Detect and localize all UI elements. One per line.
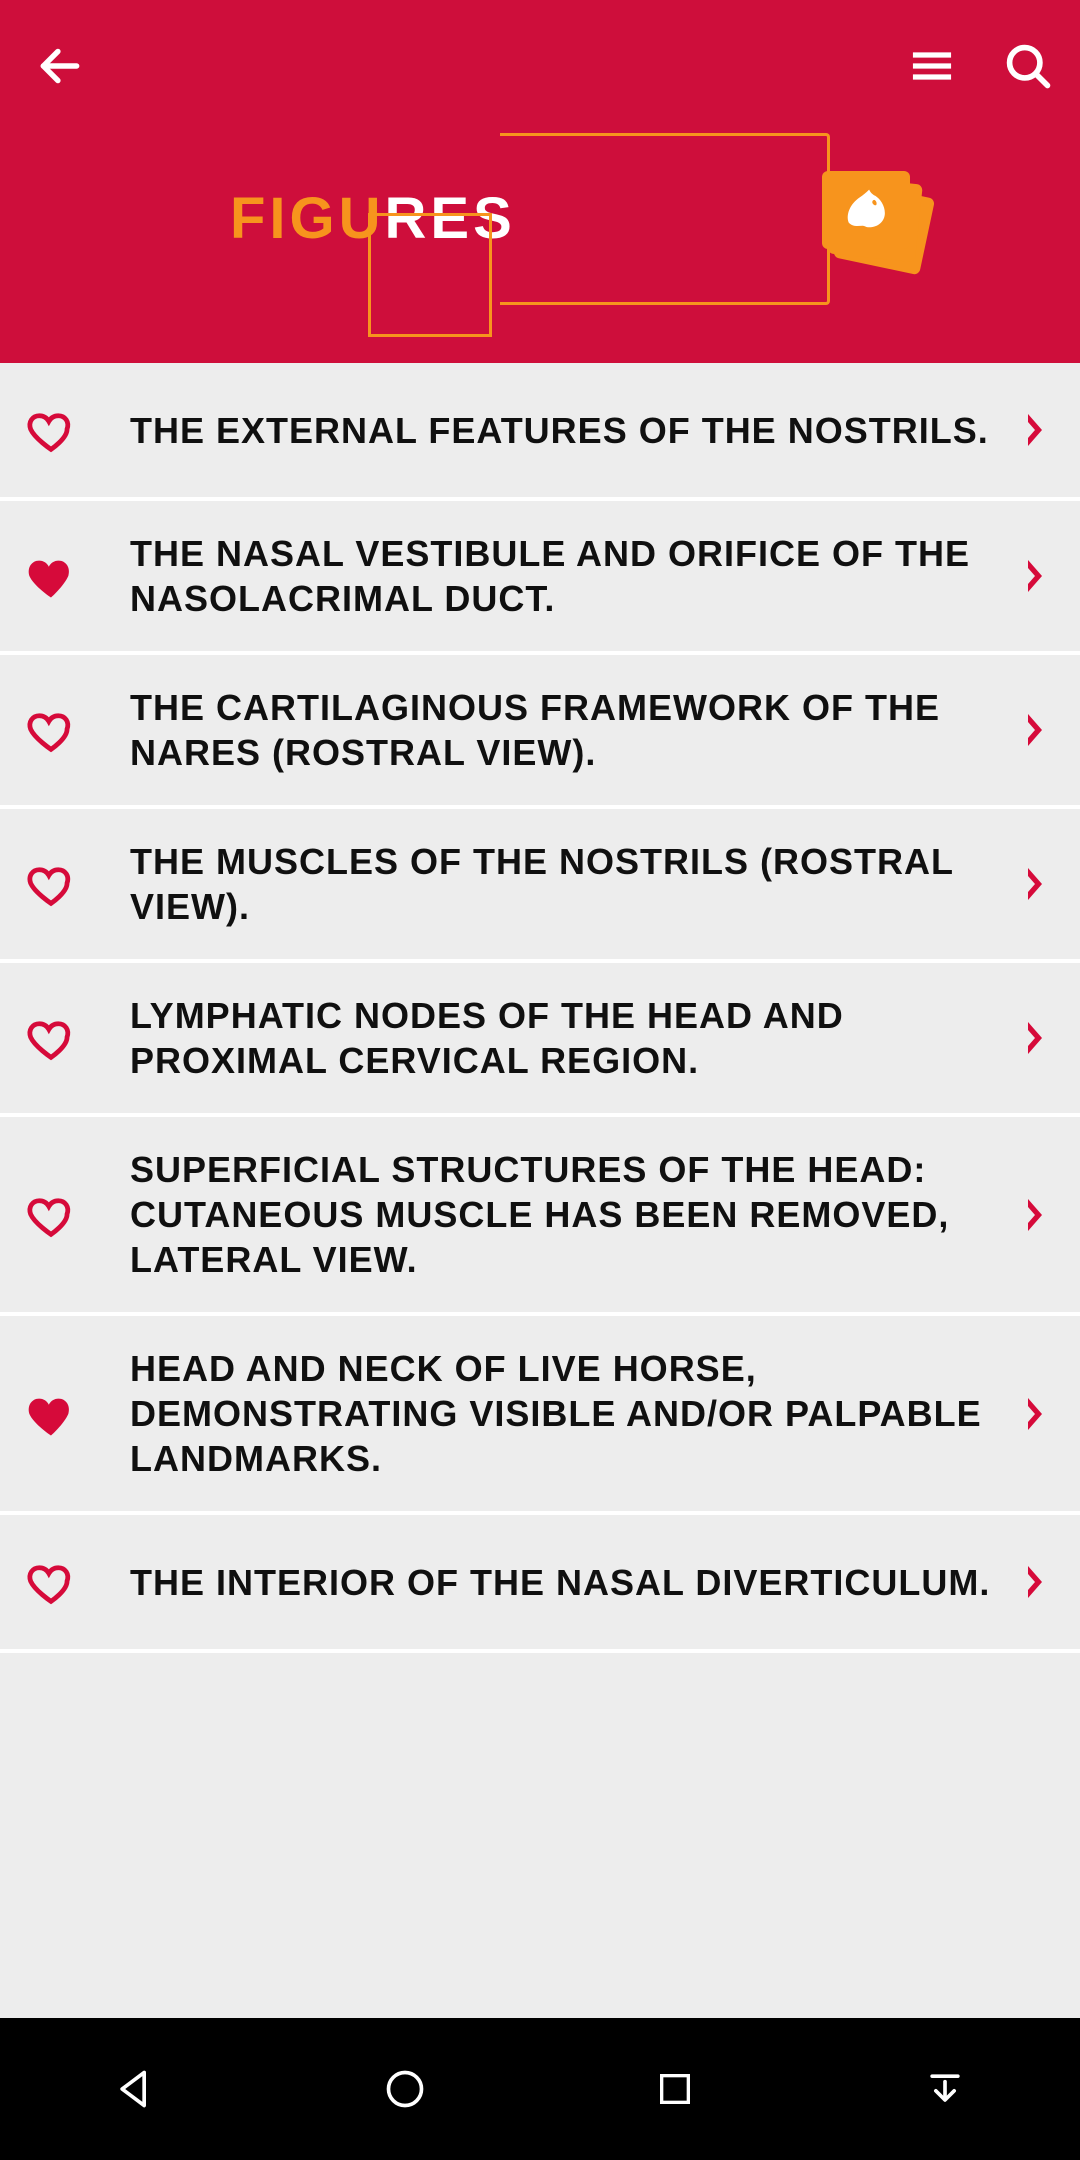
heart-filled-icon: [22, 1390, 80, 1442]
list-item-title-wrap: The interior of the nasal diverticulum.: [130, 1560, 1016, 1605]
list-item-open[interactable]: [1016, 1562, 1056, 1602]
list-item[interactable]: Superficial structures of the head: cuta…: [0, 1117, 1080, 1316]
logo-text-part1: FIGU: [230, 186, 385, 251]
list-item-open[interactable]: [1016, 1018, 1056, 1058]
nav-recent-icon: [655, 2069, 695, 2109]
nav-home-icon: [383, 2067, 427, 2111]
list-item-title: The external features of the nostrils.: [130, 408, 996, 453]
favorite-toggle[interactable]: [22, 1187, 130, 1243]
favorite-toggle[interactable]: [22, 702, 130, 758]
content-area: FIGURES: [0, 0, 1080, 2018]
heart-outline-icon: [22, 860, 80, 912]
chevron-right-icon: [1023, 556, 1049, 596]
favorite-toggle[interactable]: [22, 1010, 130, 1066]
list-item-open[interactable]: [1016, 864, 1056, 904]
search-button[interactable]: [998, 36, 1058, 96]
logo-frame-inner: [368, 213, 492, 337]
figure-list[interactable]: The external features of the nostrils. T…: [0, 363, 1080, 1653]
list-item-title: Superficial structures of the head: cuta…: [130, 1147, 996, 1282]
list-item-title-wrap: The nasal vestibule and orifice of the n…: [130, 531, 1016, 621]
list-item-title: The cartilaginous framework of the nares…: [130, 685, 996, 775]
favorite-toggle[interactable]: [22, 402, 130, 458]
nav-recent-button[interactable]: [645, 2059, 705, 2119]
search-icon: [1002, 40, 1054, 92]
hamburger-icon: [907, 44, 957, 88]
heart-outline-icon: [22, 1014, 80, 1066]
list-item-open[interactable]: [1016, 1394, 1056, 1434]
nav-back-button[interactable]: [105, 2059, 165, 2119]
list-item[interactable]: Head and neck of live horse, demonstrati…: [0, 1316, 1080, 1515]
heart-outline-icon: [22, 406, 80, 458]
top-bar: [0, 0, 1080, 126]
logo-frame-outer: [500, 133, 830, 305]
android-nav-bar: [0, 2018, 1080, 2160]
list-item-title-wrap: Lymphatic nodes of the head and proximal…: [130, 993, 1016, 1083]
logo-text: FIGURES: [230, 185, 516, 252]
nav-download-icon: [923, 2067, 967, 2111]
favorite-toggle[interactable]: [22, 1386, 130, 1442]
logo-area: FIGURES: [0, 116, 1080, 326]
favorite-toggle[interactable]: [22, 1554, 130, 1610]
list-item-title-wrap: The cartilaginous framework of the nares…: [130, 685, 1016, 775]
chevron-right-icon: [1023, 1018, 1049, 1058]
heart-outline-icon: [22, 706, 80, 758]
back-button[interactable]: [30, 36, 90, 96]
list-item-title: The interior of the nasal diverticulum.: [130, 1560, 996, 1605]
screen: FIGURES: [0, 0, 1080, 2160]
list-item-title: The muscles of the nostrils (rostral vie…: [130, 839, 996, 929]
chevron-right-icon: [1023, 1195, 1049, 1235]
list-item[interactable]: The muscles of the nostrils (rostral vie…: [0, 809, 1080, 963]
list-item-open[interactable]: [1016, 1195, 1056, 1235]
list-item-title: Head and neck of live horse, demonstrati…: [130, 1346, 996, 1481]
chevron-right-icon: [1023, 710, 1049, 750]
favorite-toggle[interactable]: [22, 548, 130, 604]
list-item-title-wrap: The external features of the nostrils.: [130, 408, 1016, 453]
chevron-right-icon: [1023, 864, 1049, 904]
list-item-title: The nasal vestibule and orifice of the n…: [130, 531, 996, 621]
list-item-open[interactable]: [1016, 710, 1056, 750]
list-item[interactable]: The nasal vestibule and orifice of the n…: [0, 501, 1080, 655]
chevron-right-icon: [1023, 1394, 1049, 1434]
figures-logo: FIGURES: [230, 131, 850, 311]
nav-back-icon: [113, 2067, 157, 2111]
favorite-toggle[interactable]: [22, 856, 130, 912]
heart-outline-icon: [22, 1191, 80, 1243]
logo-card-front: [822, 171, 910, 249]
list-item[interactable]: The external features of the nostrils.: [0, 363, 1080, 501]
list-item-title-wrap: Superficial structures of the head: cuta…: [130, 1147, 1016, 1282]
header: FIGURES: [0, 0, 1080, 363]
nav-home-button[interactable]: [375, 2059, 435, 2119]
back-arrow-icon: [35, 41, 85, 91]
list-item[interactable]: The interior of the nasal diverticulum.: [0, 1515, 1080, 1653]
list-item-title-wrap: Head and neck of live horse, demonstrati…: [130, 1346, 1016, 1481]
nav-download-button[interactable]: [915, 2059, 975, 2119]
chevron-right-icon: [1023, 410, 1049, 450]
list-item-title-wrap: The muscles of the nostrils (rostral vie…: [130, 839, 1016, 929]
list-item-open[interactable]: [1016, 556, 1056, 596]
list-item-open[interactable]: [1016, 410, 1056, 450]
horse-head-icon: [840, 188, 892, 232]
chevron-right-icon: [1023, 1562, 1049, 1602]
heart-outline-icon: [22, 1558, 80, 1610]
list-item[interactable]: The cartilaginous framework of the nares…: [0, 655, 1080, 809]
list-item[interactable]: Lymphatic nodes of the head and proximal…: [0, 963, 1080, 1117]
menu-button[interactable]: [902, 36, 962, 96]
heart-filled-icon: [22, 552, 80, 604]
list-item-title: Lymphatic nodes of the head and proximal…: [130, 993, 996, 1083]
